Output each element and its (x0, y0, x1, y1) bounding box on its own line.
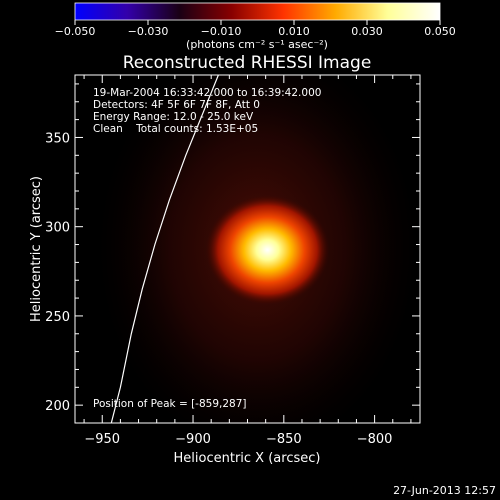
colorbar-tick-label: −0.050 (55, 25, 96, 38)
colorbar-ticks: −0.050 −0.030 −0.010 0.010 0.030 0.050 (55, 20, 456, 38)
detectors-text: Detectors: 4F 5F 6F 7F 8F, Att 0 (93, 99, 260, 111)
clean-counts-text: Clean Total counts: 1.53E+05 (93, 123, 258, 135)
colorbar-tick-label: −0.030 (128, 25, 169, 38)
y-tick-label: 350 (45, 131, 70, 146)
x-tick-label: −950 (84, 432, 120, 447)
colorbar-tick-label: −0.010 (201, 25, 242, 38)
chart-title: Reconstructed RHESSI Image (123, 53, 372, 73)
y-tick-label: 300 (45, 221, 70, 236)
colorbar-tick-label: 0.050 (424, 25, 456, 38)
colorbar-tick-label: 0.030 (351, 25, 383, 38)
x-tick-label: −850 (266, 432, 302, 447)
energy-range-text: Energy Range: 12.0 - 25.0 keV (93, 111, 254, 123)
axis-ticks: −950 −900 −850 −800 200 250 300 350 (45, 75, 420, 447)
y-axis-title: Heliocentric Y (arcsec) (29, 176, 44, 322)
colorbar-unit-label: (photons cm⁻² s⁻¹ asec⁻²) (186, 38, 328, 51)
x-tick-label: −900 (175, 432, 211, 447)
footer-timestamp: 27-Jun-2013 12:57 (393, 484, 496, 497)
y-tick-label: 250 (45, 310, 70, 325)
time-range-text: 19-Mar-2004 16:33:42.000 to 16:39:42.000 (93, 87, 321, 99)
peak-position-text: Position of Peak = [-859,287] (93, 398, 247, 410)
colorbar-tick-label: 0.010 (278, 25, 310, 38)
x-tick-label: −800 (357, 432, 393, 447)
colorbar (74, 2, 441, 21)
peak-source (205, 194, 330, 305)
solar-limb-curve (110, 75, 219, 423)
x-axis-title: Heliocentric X (arcsec) (174, 451, 321, 466)
y-tick-label: 200 (45, 399, 70, 414)
